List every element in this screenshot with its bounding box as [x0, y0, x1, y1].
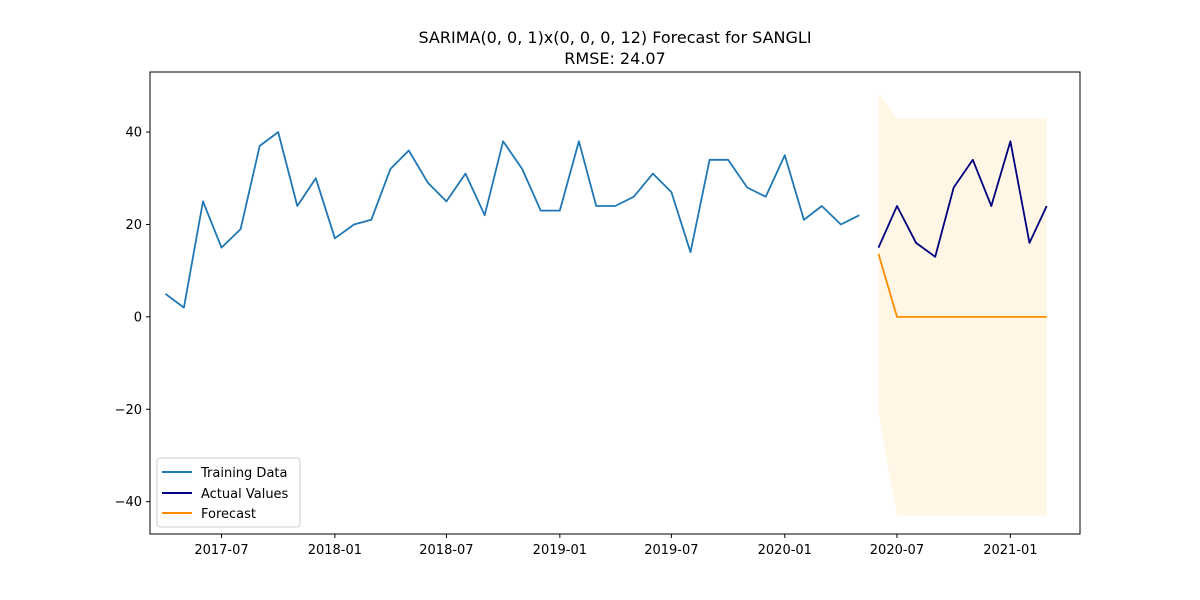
plot-frame	[149, 71, 1081, 535]
x-tick-label: 2019-07	[644, 543, 698, 558]
confidence-band	[878, 92, 1047, 516]
series-layer	[164, 131, 1048, 318]
chart-subtitle: RMSE: 24.07	[564, 49, 665, 68]
y-axis: −40 −20 0 20 40	[115, 126, 150, 510]
actual-values-line	[877, 140, 1048, 258]
confidence-band-layer	[878, 92, 1047, 516]
x-tick-label: 2020-01	[758, 543, 812, 558]
x-tick-label: 2020-07	[870, 543, 924, 558]
legend-label-forecast: Forecast	[201, 507, 256, 522]
x-tick-label: 2019-01	[533, 543, 587, 558]
x-tick-label: 2018-01	[308, 543, 362, 558]
y-tick-label: 0	[134, 310, 142, 325]
forecast-line	[877, 253, 1047, 318]
legend: Training Data Actual Values Forecast	[156, 457, 301, 528]
x-tick-label: 2021-01	[983, 543, 1037, 558]
x-tick-label: 2018-07	[419, 543, 473, 558]
y-tick-label: −20	[115, 403, 142, 418]
x-tick-label: 2017-07	[194, 543, 248, 558]
x-axis: 2017-07 2018-01 2018-07 2019-01 2019-07 2020-…	[194, 534, 1038, 558]
y-tick-label: 40	[125, 126, 142, 141]
legend-box	[156, 457, 301, 528]
training-data-line	[164, 131, 860, 309]
legend-label-training: Training Data	[200, 466, 287, 481]
chart-title: SARIMA(0, 0, 1)x(0, 0, 0, 12) Forecast f…	[418, 28, 811, 47]
y-tick-label: 20	[125, 218, 142, 233]
y-tick-label: −40	[115, 495, 142, 510]
legend-label-actual: Actual Values	[201, 487, 289, 502]
